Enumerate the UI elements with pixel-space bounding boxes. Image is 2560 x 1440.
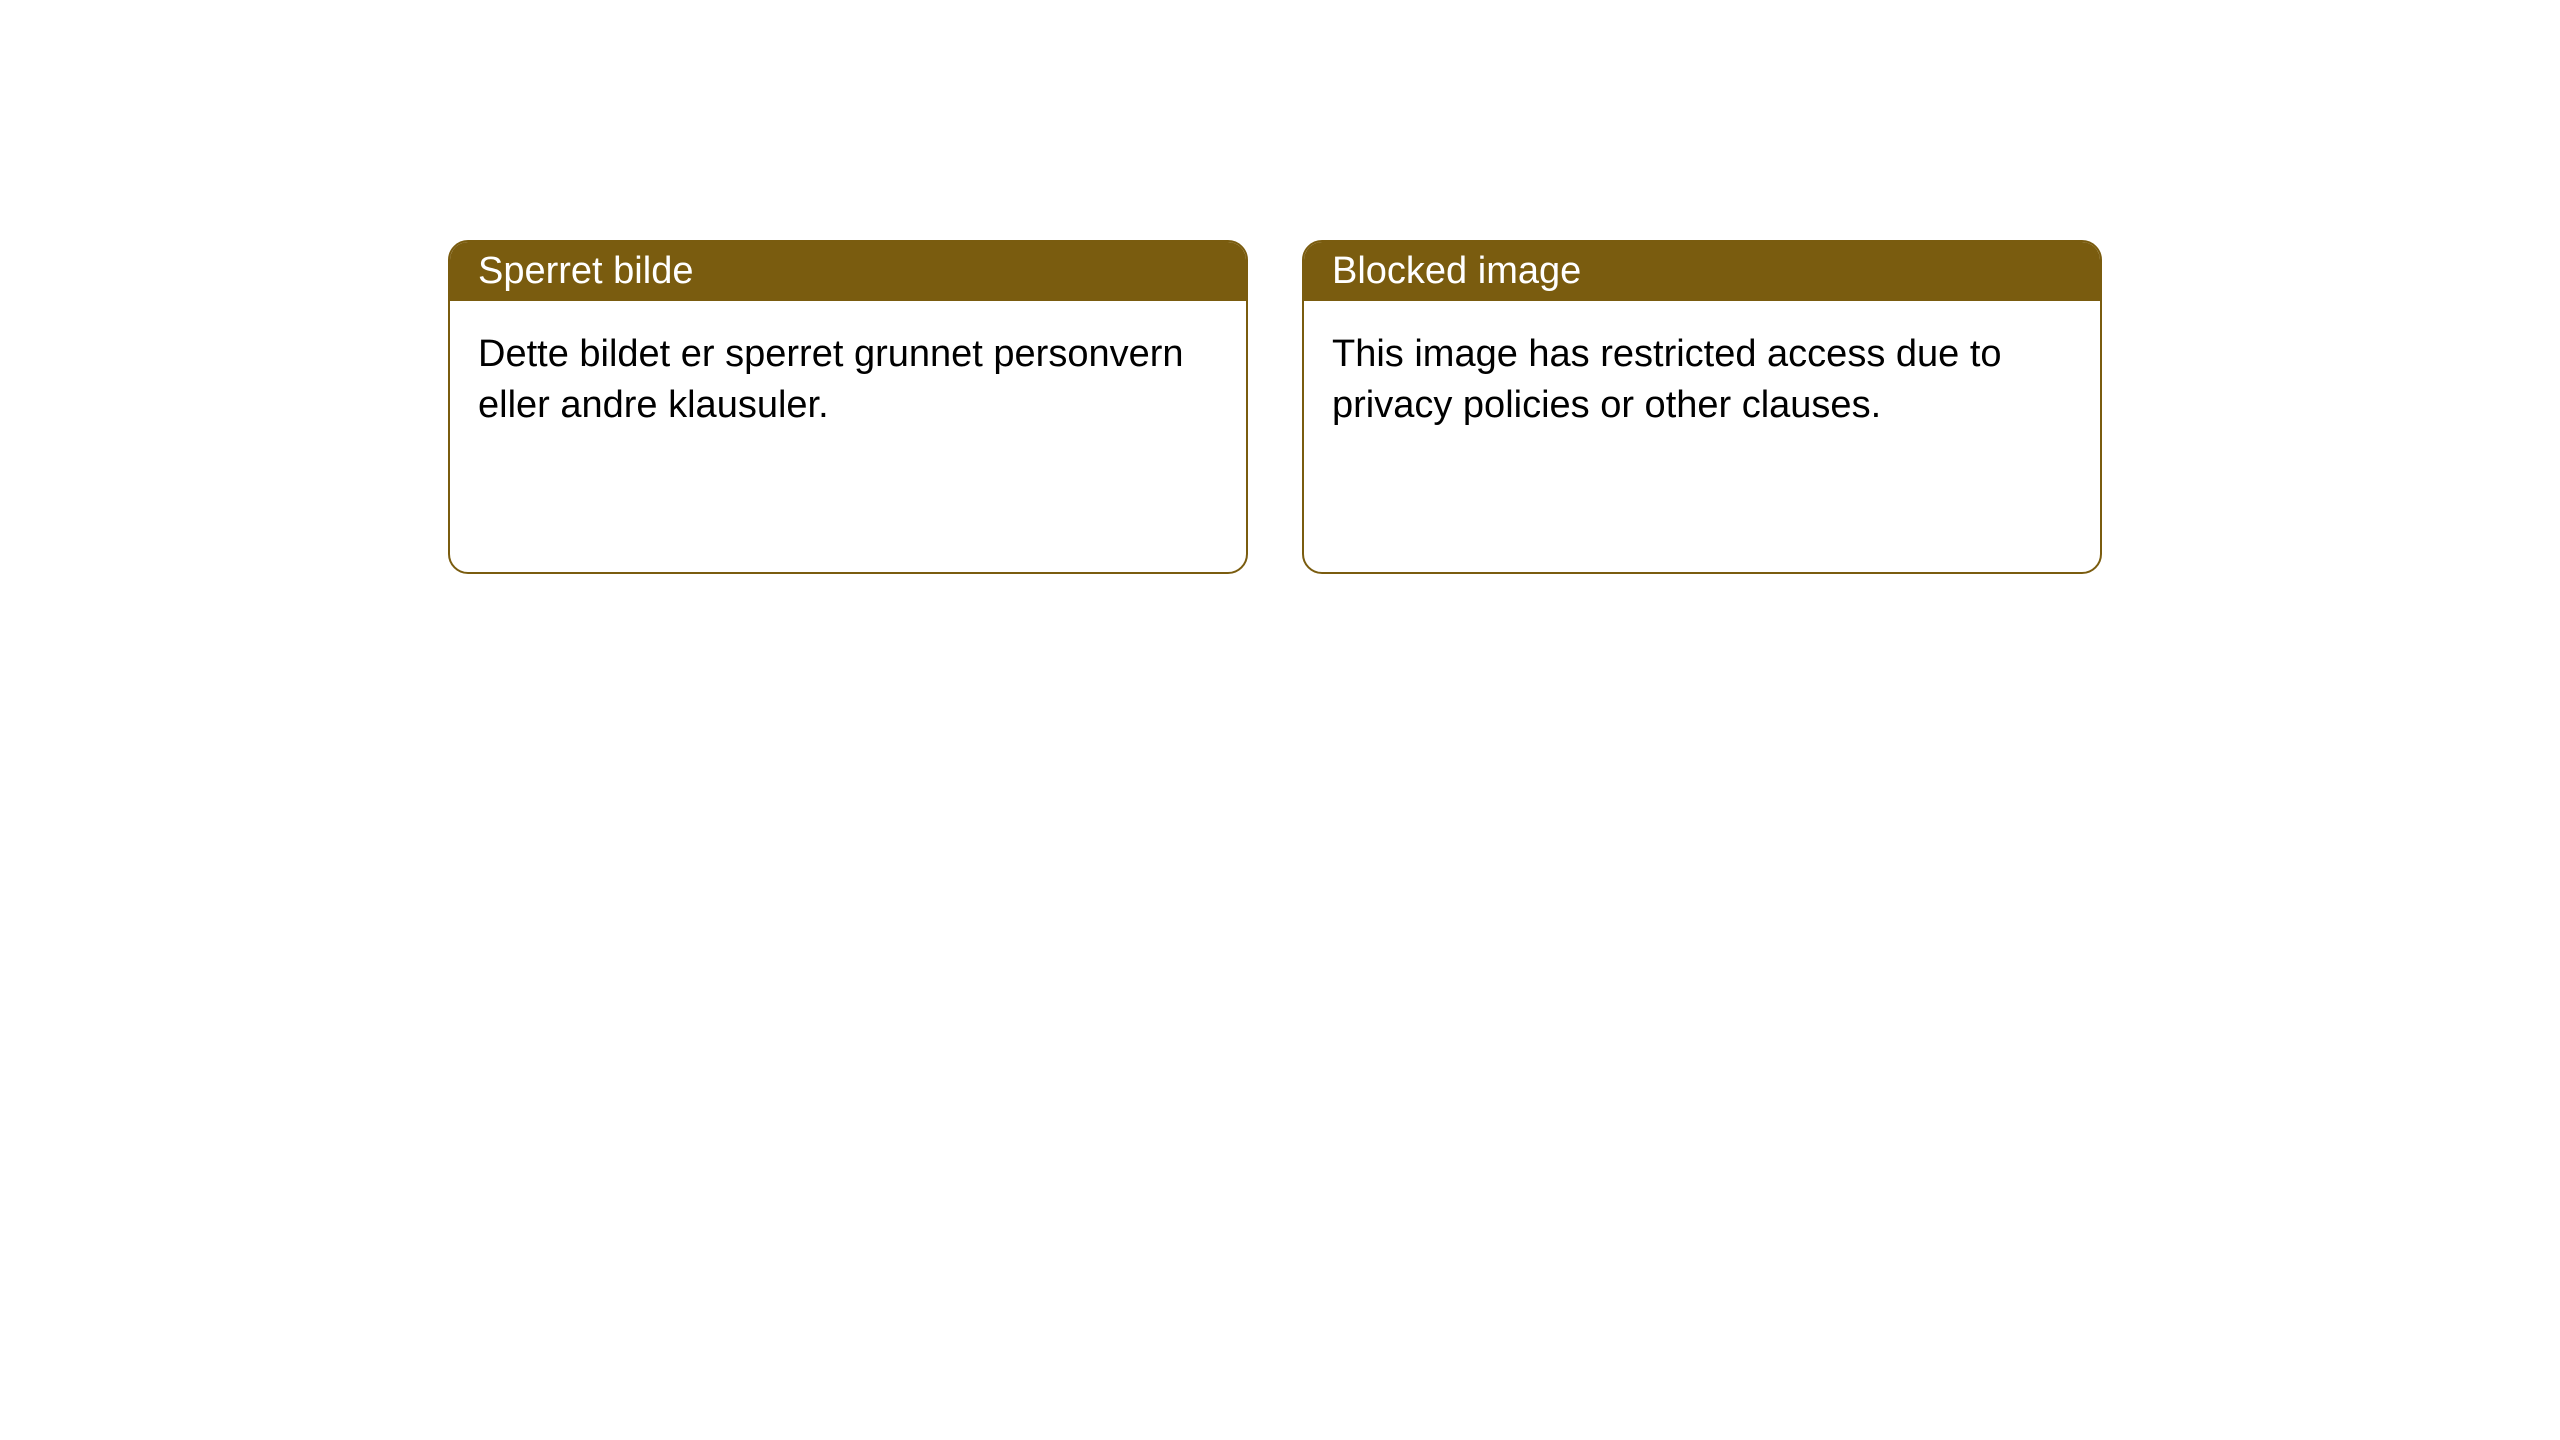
notice-body: Dette bildet er sperret grunnet personve… [450,301,1246,460]
notice-body: This image has restricted access due to … [1304,301,2100,460]
notice-header: Sperret bilde [450,242,1246,301]
notice-container: Sperret bilde Dette bildet er sperret gr… [0,0,2560,574]
notice-header: Blocked image [1304,242,2100,301]
notice-card-norwegian: Sperret bilde Dette bildet er sperret gr… [448,240,1248,574]
notice-card-english: Blocked image This image has restricted … [1302,240,2102,574]
